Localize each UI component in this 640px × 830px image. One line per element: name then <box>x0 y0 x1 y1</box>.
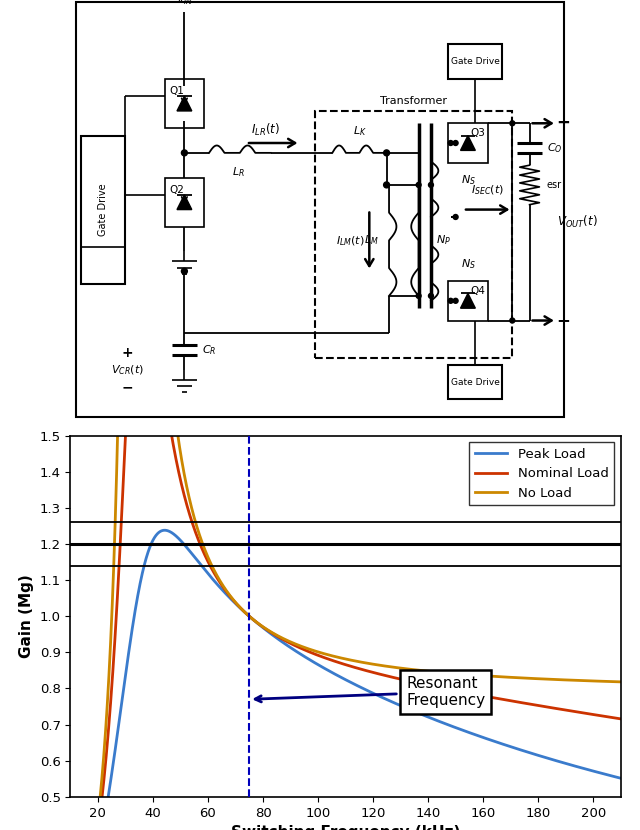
No Load <box>278 632 285 642</box>
No Load <box>129 423 137 433</box>
FancyBboxPatch shape <box>164 79 204 128</box>
Polygon shape <box>461 294 476 308</box>
Text: Gate Drive: Gate Drive <box>98 183 108 236</box>
Peak Load <box>129 618 137 627</box>
Text: Gate Drive: Gate Drive <box>451 378 500 387</box>
Circle shape <box>181 150 188 156</box>
Circle shape <box>429 293 433 298</box>
Text: $N_S$: $N_S$ <box>461 257 476 271</box>
Polygon shape <box>177 195 192 209</box>
No Load <box>67 795 74 805</box>
FancyBboxPatch shape <box>76 2 564 417</box>
No Load <box>547 674 555 684</box>
Text: Q3: Q3 <box>470 128 485 138</box>
Line: Peak Load: Peak Load <box>70 530 621 800</box>
Nominal Load <box>617 714 625 724</box>
Text: $L_M$: $L_M$ <box>365 233 379 247</box>
Text: Q4: Q4 <box>470 286 485 296</box>
Peak Load <box>278 637 285 647</box>
FancyBboxPatch shape <box>448 365 502 399</box>
Line: Nominal Load: Nominal Load <box>70 428 621 800</box>
Text: −: − <box>557 311 571 330</box>
Text: −: − <box>122 380 134 394</box>
Circle shape <box>510 121 515 126</box>
Nominal Load <box>547 703 555 713</box>
Text: $I_{SEC}(t)$: $I_{SEC}(t)$ <box>471 183 504 198</box>
Text: $V_{OUT}(t)$: $V_{OUT}(t)$ <box>557 214 597 230</box>
FancyBboxPatch shape <box>448 281 488 320</box>
Text: $N_P$: $N_P$ <box>436 233 451 247</box>
FancyBboxPatch shape <box>448 124 488 163</box>
Peak Load <box>161 525 168 535</box>
Peak Load <box>301 652 309 662</box>
Text: $C_R$: $C_R$ <box>202 344 216 357</box>
Text: +: + <box>557 115 571 132</box>
Text: $L_R$: $L_R$ <box>232 165 245 179</box>
Circle shape <box>383 182 390 188</box>
Peak Load <box>547 754 555 764</box>
Text: Transformer: Transformer <box>380 96 447 106</box>
FancyBboxPatch shape <box>164 178 204 227</box>
FancyBboxPatch shape <box>81 135 125 284</box>
Text: $L_K$: $L_K$ <box>353 124 366 138</box>
Text: Gate Drive: Gate Drive <box>451 57 500 66</box>
Text: $V_{CR}(t)$: $V_{CR}(t)$ <box>111 363 144 377</box>
Text: $C_O$: $C_O$ <box>547 141 563 155</box>
Circle shape <box>416 293 421 298</box>
Legend: Peak Load, Nominal Load, No Load: Peak Load, Nominal Load, No Load <box>469 442 614 505</box>
Nominal Load <box>301 645 309 655</box>
No Load <box>162 423 170 433</box>
Text: $N_S$: $N_S$ <box>461 173 476 187</box>
Text: Q1: Q1 <box>170 86 184 96</box>
Circle shape <box>181 268 188 274</box>
Polygon shape <box>461 135 476 150</box>
Polygon shape <box>177 96 192 111</box>
Text: $I_{LM}(t)$: $I_{LM}(t)$ <box>335 235 364 248</box>
Peak Load <box>617 774 625 784</box>
No Load <box>606 676 614 686</box>
Nominal Load <box>122 423 130 433</box>
Nominal Load <box>606 712 614 722</box>
Peak Load <box>606 770 614 780</box>
Y-axis label: Gain (Mg): Gain (Mg) <box>19 574 34 658</box>
Nominal Load <box>129 423 137 433</box>
No Load <box>617 677 625 687</box>
Circle shape <box>453 214 458 219</box>
Circle shape <box>448 298 453 303</box>
No Load <box>301 643 309 653</box>
Circle shape <box>453 298 458 303</box>
Text: esr: esr <box>547 180 562 190</box>
Circle shape <box>429 183 433 188</box>
Nominal Load <box>162 423 170 433</box>
Peak Load <box>162 525 170 535</box>
X-axis label: Switching Frequency (kHz): Switching Frequency (kHz) <box>231 825 460 830</box>
Peak Load <box>67 795 74 805</box>
Text: +: + <box>122 345 134 359</box>
Line: No Load: No Load <box>70 428 621 800</box>
Text: Q2: Q2 <box>170 185 184 195</box>
Text: $I_{LR}(t)$: $I_{LR}(t)$ <box>252 122 280 138</box>
Circle shape <box>453 140 458 145</box>
Text: Resonant
Frequency: Resonant Frequency <box>255 676 485 708</box>
Circle shape <box>383 150 390 156</box>
Circle shape <box>510 318 515 323</box>
Circle shape <box>416 183 421 188</box>
Nominal Load <box>67 795 74 805</box>
FancyBboxPatch shape <box>448 44 502 79</box>
No Load <box>114 423 122 433</box>
Text: $V_{IN}$: $V_{IN}$ <box>175 0 193 7</box>
Circle shape <box>448 140 453 145</box>
Nominal Load <box>278 634 285 644</box>
